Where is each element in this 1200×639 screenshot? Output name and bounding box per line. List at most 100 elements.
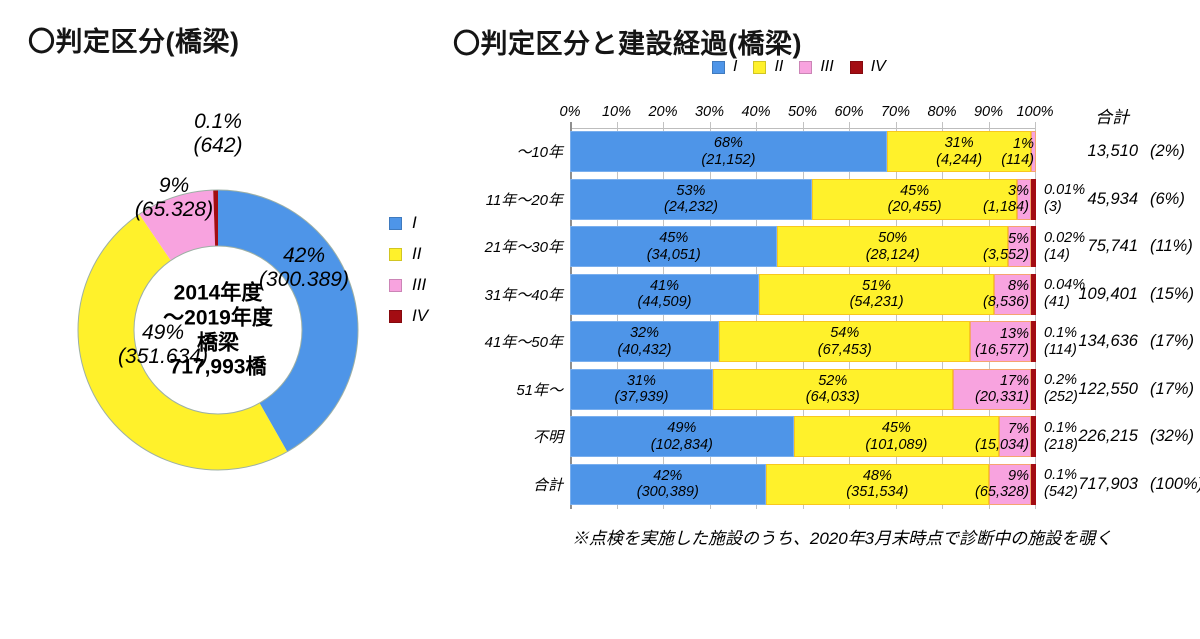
donut-label-I-pct: 42% xyxy=(282,244,326,267)
legend-item-IV: IV xyxy=(389,305,428,327)
segment-label: 48% (351,534) xyxy=(846,467,909,500)
row-total: 109,401 xyxy=(1078,284,1138,303)
x-tick-20%: 20% xyxy=(648,104,678,120)
donut-label-IV: 0.1% (642) xyxy=(193,110,242,159)
row-total: 226,215 xyxy=(1078,427,1138,446)
legend-item-III: III xyxy=(799,58,834,76)
gridline-90% xyxy=(988,122,990,509)
donut-slice-I xyxy=(218,190,359,452)
bar-segment-IV xyxy=(1031,321,1036,362)
row-total-pct: (17%) xyxy=(1150,379,1195,398)
donut-label-IV-pct: 0.1% xyxy=(194,110,242,133)
bar-row-31年～40年: 31年～40年 41% (44,509) 51% (54,231) 8% (8,536) 0.… xyxy=(478,271,1200,319)
donut-center-line4: 717,993橋 xyxy=(169,355,267,379)
bar-chart-grid xyxy=(570,122,1036,509)
gridline-30% xyxy=(709,122,711,509)
donut-label-II: 49% (351.634) xyxy=(118,321,208,370)
donut-label-II-pct: 49% xyxy=(141,321,185,344)
row-total-pct: (2%) xyxy=(1150,142,1185,161)
row-total: 134,636 xyxy=(1078,332,1138,351)
bar-segment-I: 32% (40,432) xyxy=(570,321,720,362)
bar-segment-II: 52% (64,033) xyxy=(712,368,953,410)
bar-segment-II: 45% (20,455) xyxy=(811,178,1018,220)
legend-label-IV: IV xyxy=(870,58,886,75)
row-category: 51年～ xyxy=(516,381,563,399)
bar-segment-III: 5% (3,552) xyxy=(983,226,1031,267)
donut-inner-rim xyxy=(133,245,303,415)
bar-row-～10年: ～10年 68% (21,152) 31% (4,244) 1% (114) 13,510 (2… xyxy=(478,128,1200,176)
segment-label: 1% (114) xyxy=(1001,135,1034,168)
row-total-pct: (15%) xyxy=(1150,284,1195,303)
donut-legend: I II III IV xyxy=(389,212,428,336)
gridline-80% xyxy=(942,122,943,509)
segment-label-IV-outside: 0.1% (114) xyxy=(1044,324,1078,358)
bar-chart-rows: ～10年 68% (21,152) 31% (4,244) 1% (114) 13,510 (2… xyxy=(478,128,1200,509)
bar-segment-IV xyxy=(1031,463,1036,505)
bar-segment-III: 17% (20,331) xyxy=(952,368,1031,410)
bar-segment-IV xyxy=(1031,368,1036,410)
segment-label: 54% (67,453) xyxy=(817,325,872,358)
segment-label: 45% (34,051) xyxy=(646,230,701,263)
bar-row-合計: 合計 42% (300,389) 48% (351,534) 9% (65,328) 0.1%… xyxy=(478,461,1200,509)
donut-outer-rim xyxy=(77,189,359,471)
bar-segment-II: 54% (67,453) xyxy=(719,321,971,362)
segment-label: 5% (3,552) xyxy=(983,230,1029,263)
stacked-bar: 32% (40,432) 54% (67,453) 13% (16,577) xyxy=(570,321,1036,362)
x-tick-70%: 70% xyxy=(880,104,911,120)
x-tick-90%: 90% xyxy=(973,104,1004,120)
bar-segment-III: 1% (114) xyxy=(1001,131,1036,172)
segment-label: 45% (20,455) xyxy=(887,182,942,215)
donut-center-line3: 橋梁 xyxy=(197,331,239,354)
gridline-100% xyxy=(1035,122,1036,509)
segment-label: 31% (4,244) xyxy=(936,135,983,168)
legend-item-I: I xyxy=(712,58,737,76)
bar-row-不明: 不明 49% (102,834) 45% (101,089) 7% (15,034) 0.1%… xyxy=(478,413,1200,461)
donut-label-III-count: (65.328) xyxy=(134,198,214,222)
legend-item-IV: IV xyxy=(849,58,886,76)
bar-row-21年～30年: 21年～30年 45% (34,051) 50% (28,124) 5% (3,552) 0.… xyxy=(478,223,1200,271)
segment-label: 53% (24,232) xyxy=(663,182,718,215)
total-column-header: 合計 xyxy=(1095,108,1129,127)
legend-label-IV: IV xyxy=(412,306,429,325)
legend-swatch-III xyxy=(389,278,402,292)
bar-segment-III: 13% (16,577) xyxy=(970,321,1031,362)
bar-segment-I: 31% (37,939) xyxy=(570,368,713,410)
stacked-bar: 41% (44,509) 51% (54,231) 8% (8,536) xyxy=(570,273,1036,315)
gridline-50% xyxy=(802,122,804,509)
legend-item-II: II xyxy=(753,58,783,76)
donut-label-II-count: (351.634) xyxy=(118,345,208,369)
bar-segment-II: 31% (4,244) xyxy=(886,131,1032,172)
segment-label-IV-outside: 0.01% (3) xyxy=(1044,182,1086,216)
legend-swatch-II xyxy=(753,60,767,74)
segment-label: 31% (37,939) xyxy=(614,372,669,405)
legend-swatch-III xyxy=(799,60,813,74)
bar-segment-IV xyxy=(1031,273,1036,315)
bar-segment-I: 49% (102,834) xyxy=(570,416,794,457)
donut-center-line2: ～2019年度 xyxy=(163,306,273,330)
stacked-bar: 42% (300,389) 48% (351,534) 9% (65,328) xyxy=(570,463,1036,505)
stacked-bar: 45% (34,051) 50% (28,124) 5% (3,552) xyxy=(570,226,1036,267)
gridline-20% xyxy=(663,122,664,509)
x-tick-80%: 80% xyxy=(927,104,957,120)
row-total: 122,550 xyxy=(1078,379,1138,398)
x-tick-30%: 30% xyxy=(694,104,725,120)
donut-center-text: 2014年度 ～2019年度 橋梁 717,993橋 xyxy=(128,281,308,380)
segment-label-IV-outside: 0.1% (542) xyxy=(1044,467,1078,501)
legend-label-III: III xyxy=(412,275,427,294)
segment-label-IV-outside: 0.2% (252) xyxy=(1044,372,1078,406)
stacked-bar: 68% (21,152) 31% (4,244) 1% (114) xyxy=(570,131,1036,172)
donut-label-IV-count: (642) xyxy=(193,134,243,158)
x-tick-100%: 100% xyxy=(1016,104,1054,120)
bar-segment-IV xyxy=(1031,226,1036,267)
row-total-pct: (100%) xyxy=(1150,474,1200,493)
bar-segment-III: 3% (1,184) xyxy=(983,178,1031,220)
donut-label-III: 9% (65.328) xyxy=(135,174,213,223)
bar-segment-I: 41% (44,509) xyxy=(570,273,760,315)
donut-slice-III xyxy=(139,190,216,261)
bar-segment-I: 45% (34,051) xyxy=(570,226,778,267)
donut-label-I-count: (300.389) xyxy=(259,268,349,292)
legend-label-III: III xyxy=(820,58,834,75)
row-category: 41年～50年 xyxy=(484,334,563,352)
bar-segment-II: 45% (101,089) xyxy=(793,416,1000,457)
